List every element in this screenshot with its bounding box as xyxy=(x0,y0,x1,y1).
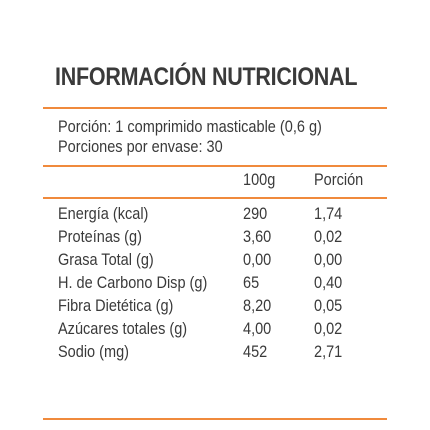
nutrient-name: Grasa Total (g) xyxy=(58,251,154,269)
table-row: Proteínas (g) 3,60 0,02 xyxy=(58,228,378,251)
nutrient-value-portion: 2,71 xyxy=(314,343,343,361)
nutrient-table: Energía (kcal) 290 1,74 Proteínas (g) 3,… xyxy=(58,205,378,366)
column-header-portion: Porción xyxy=(314,171,364,189)
nutrient-value-100g: 3,60 xyxy=(243,228,272,246)
nutrient-value-portion: 0,05 xyxy=(314,297,343,315)
table-row: Sodio (mg) 452 2,71 xyxy=(58,343,378,366)
nutrient-name: Sodio (mg) xyxy=(58,343,130,361)
nutrition-label: INFORMACIÓN NUTRICIONAL xyxy=(55,60,375,94)
divider-header xyxy=(43,197,387,199)
nutrient-value-portion: 1,74 xyxy=(314,205,343,223)
servings-per-container-text: Porciones por envase: 30 xyxy=(58,138,223,156)
divider-bottom xyxy=(43,418,387,420)
nutrient-name: Azúcares totales (g) xyxy=(58,320,188,338)
nutrient-value-portion: 0,40 xyxy=(314,274,343,292)
nutrient-value-portion: 0,00 xyxy=(314,251,343,269)
nutrient-name: H. de Carbono Disp (g) xyxy=(58,274,208,292)
nutrient-value-portion: 0,02 xyxy=(314,320,343,338)
nutrient-value-100g: 8,20 xyxy=(243,297,272,315)
nutrient-value-100g: 65 xyxy=(243,274,260,292)
table-row: Azúcares totales (g) 4,00 0,02 xyxy=(58,320,378,343)
divider-top xyxy=(43,107,387,109)
table-row: Fibra Dietética (g) 8,20 0,05 xyxy=(58,297,378,320)
nutrient-value-100g: 452 xyxy=(243,343,268,361)
nutrient-value-portion: 0,02 xyxy=(314,228,343,246)
nutrient-value-100g: 290 xyxy=(243,205,268,223)
nutrient-name: Energía (kcal) xyxy=(58,205,149,223)
nutrient-value-100g: 4,00 xyxy=(243,320,272,338)
nutrient-value-100g: 0,00 xyxy=(243,251,272,269)
column-header-100g: 100g xyxy=(243,171,276,189)
divider-portion xyxy=(43,165,387,167)
portion-size-text: Porción: 1 comprimido masticable (0,6 g) xyxy=(58,118,322,136)
table-row: Energía (kcal) 290 1,74 xyxy=(58,205,378,228)
nutrient-name: Proteínas (g) xyxy=(58,228,142,246)
table-row: Grasa Total (g) 0,00 0,00 xyxy=(58,251,378,274)
nutrient-name: Fibra Dietética (g) xyxy=(58,297,174,315)
label-title: INFORMACIÓN NUTRICIONAL xyxy=(55,63,358,91)
table-row: H. de Carbono Disp (g) 65 0,40 xyxy=(58,274,378,297)
